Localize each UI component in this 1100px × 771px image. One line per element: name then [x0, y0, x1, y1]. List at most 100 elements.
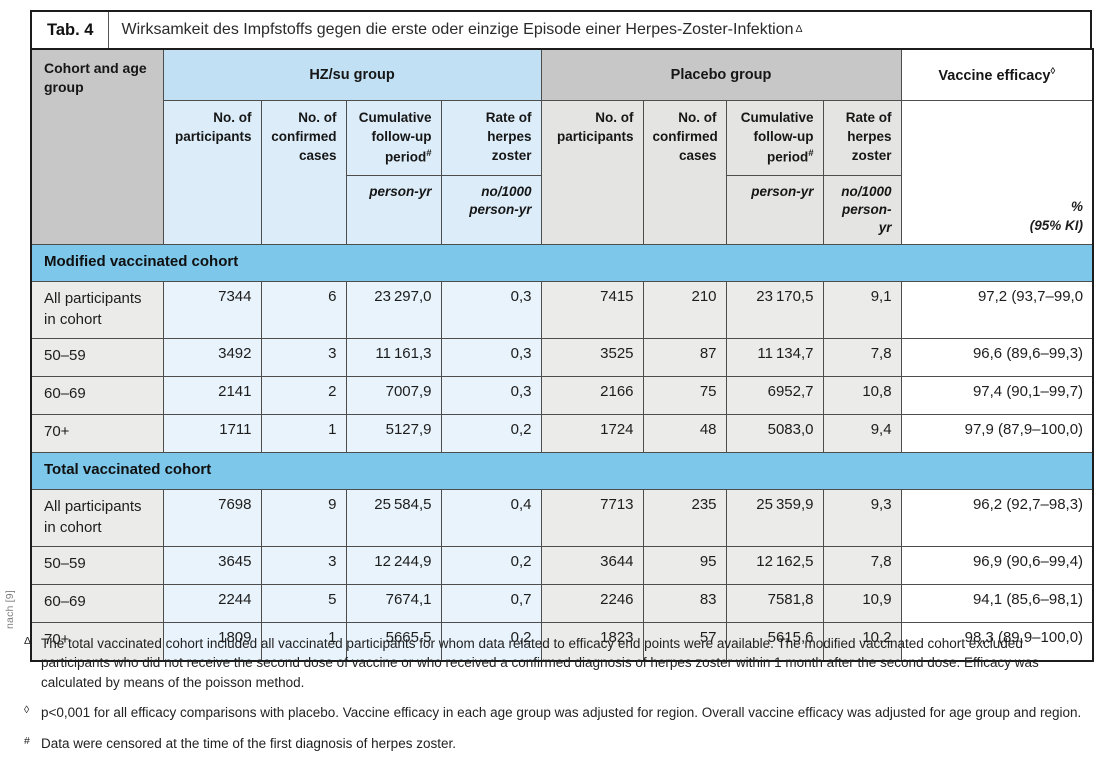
hz-cumulative-text: Cumulative follow-up period — [358, 110, 432, 165]
efficacy-unit-cell: % (95% KI) — [900, 100, 1094, 245]
placebo-rate-text: Rate of herpes zoster — [845, 110, 892, 163]
placebo-group-header: Placebo group — [540, 48, 902, 101]
cell-placebo-rate: 10,9 — [822, 583, 902, 623]
cell-hz-rate: 0,2 — [440, 621, 542, 662]
cell-hz-cumulative: 12 244,9 — [345, 545, 442, 585]
placebo-confirmed-header: No. of confirmed cases — [642, 100, 727, 245]
footnote-text: p<0,001 for all efficacy comparisons wit… — [41, 705, 1082, 721]
placebo-cumulative-label: Cumulative follow-up period# — [736, 109, 814, 167]
placebo-rate-unit: no/1000 person-yr — [822, 175, 902, 245]
table-row: 60–69 2244 5 7674,1 0,7 2246 83 7581,8 1… — [30, 583, 1094, 623]
group-header-row: Cohort and age group HZ/su group Placebo… — [30, 48, 1094, 245]
efficacy-unit-ci: (95% KI) — [1029, 217, 1084, 233]
table-title-text: Wirksamkeit des Impfstoffs gegen die ers… — [121, 21, 794, 38]
table-row: 70+ 1809 1 5665,5 0,2 1823 57 5615,6 10,… — [30, 621, 1094, 662]
cell-hz-participants: 1711 — [162, 413, 262, 453]
cell-hz-confirmed: 1 — [260, 621, 347, 662]
cell-placebo-confirmed: 210 — [642, 280, 727, 339]
hz-group-header: HZ/su group — [162, 48, 542, 101]
efficacy-group-header: Vaccine efficacy◊ — [900, 48, 1094, 101]
cell-placebo-confirmed: 57 — [642, 621, 727, 662]
hz-cumulative-label: Cumulative follow-up period# — [356, 109, 432, 167]
cell-hz-cumulative: 5665,5 — [345, 621, 442, 662]
hz-rate-text: Rate of herpes zoster — [485, 110, 532, 163]
cell-placebo-confirmed: 95 — [642, 545, 727, 585]
cell-hz-rate: 0,3 — [440, 375, 542, 415]
table-title: Wirksamkeit des Impfstoffs gegen die ers… — [109, 12, 814, 48]
placebo-participants-header: No. of participants — [540, 100, 644, 245]
cell-hz-participants: 7344 — [162, 280, 262, 339]
table-number-label: Tab. 4 — [47, 20, 94, 39]
table-title-bar: Tab. 4 Wirksamkeit des Impfstoffs gegen … — [30, 10, 1092, 48]
cell-placebo-rate: 9,1 — [822, 280, 902, 339]
source-citation: nach [9] — [4, 590, 16, 629]
placebo-cumulative-text: Cumulative follow-up period — [740, 110, 814, 165]
placebo-cumulative-header: Cumulative follow-up period# — [725, 100, 824, 176]
cell-placebo-rate: 9,4 — [822, 413, 902, 453]
cell-hz-rate: 0,2 — [440, 413, 542, 453]
cell-efficacy: 97,2 (93,7–99,0 — [900, 280, 1094, 339]
cell-placebo-participants: 2166 — [540, 375, 644, 415]
table-row: 50–59 3645 3 12 244,9 0,2 3644 95 12 162… — [30, 545, 1094, 585]
cell-efficacy: 96,9 (90,6–99,4) — [900, 545, 1094, 585]
cell-hz-participants: 1809 — [162, 621, 262, 662]
cell-hz-cumulative: 7674,1 — [345, 583, 442, 623]
footnote-marker: Δ — [24, 635, 32, 647]
footnote-hash: # Data were censored at the time of the … — [24, 734, 1086, 753]
efficacy-table: Cohort and age group HZ/su group Placebo… — [30, 48, 1095, 662]
cell-placebo-cumulative: 5615,6 — [725, 621, 824, 662]
cell-placebo-participants: 1823 — [540, 621, 644, 662]
cell-placebo-rate: 7,8 — [822, 337, 902, 377]
cell-placebo-cumulative: 11 134,7 — [725, 337, 824, 377]
cell-placebo-rate: 10,2 — [822, 621, 902, 662]
cell-placebo-participants: 2246 — [540, 583, 644, 623]
section-label: Total vaccinated cohort — [30, 451, 1094, 490]
footnotes: Δ The total vaccinated cohort included a… — [24, 634, 1086, 764]
cell-placebo-participants: 7415 — [540, 280, 644, 339]
cell-placebo-confirmed: 75 — [642, 375, 727, 415]
cell-hz-confirmed: 2 — [260, 375, 347, 415]
cell-hz-participants: 7698 — [162, 488, 262, 547]
row-label: 50–59 — [30, 337, 164, 377]
title-footnote-marker: Δ — [795, 23, 803, 35]
cell-hz-cumulative: 25 584,5 — [345, 488, 442, 547]
cell-placebo-cumulative: 12 162,5 — [725, 545, 824, 585]
cell-hz-participants: 2244 — [162, 583, 262, 623]
section-header-total: Total vaccinated cohort — [30, 451, 1094, 490]
placebo-cumulative-marker: # — [808, 147, 814, 159]
cell-hz-rate: 0,4 — [440, 488, 542, 547]
cell-placebo-rate: 9,3 — [822, 488, 902, 547]
corner-header: Cohort and age group — [30, 48, 164, 245]
table-row: 60–69 2141 2 7007,9 0,3 2166 75 6952,7 1… — [30, 375, 1094, 415]
cell-placebo-confirmed: 87 — [642, 337, 727, 377]
cell-hz-confirmed: 3 — [260, 545, 347, 585]
cell-placebo-participants: 1724 — [540, 413, 644, 453]
cell-hz-confirmed: 9 — [260, 488, 347, 547]
cell-efficacy: 98,3 (89,9–100,0) — [900, 621, 1094, 662]
cell-efficacy: 97,9 (87,9–100,0) — [900, 413, 1094, 453]
footnote-lozenge: ◊ p<0,001 for all efficacy comparisons w… — [24, 703, 1086, 722]
row-label: All participants in cohort — [30, 488, 164, 547]
footnote-marker: # — [24, 734, 30, 747]
cell-hz-cumulative: 5127,9 — [345, 413, 442, 453]
hz-rate-unit: no/1000 person-yr — [440, 175, 542, 245]
cell-placebo-cumulative: 6952,7 — [725, 375, 824, 415]
section-label: Modified vaccinated cohort — [30, 243, 1094, 282]
cell-hz-confirmed: 3 — [260, 337, 347, 377]
cell-efficacy: 96,2 (92,7–98,3) — [900, 488, 1094, 547]
cell-placebo-cumulative: 23 170,5 — [725, 280, 824, 339]
table-row: All participants in cohort 7698 9 25 584… — [30, 488, 1094, 547]
cell-hz-confirmed: 6 — [260, 280, 347, 339]
hz-participants-header: No. of participants — [162, 100, 262, 245]
cell-efficacy: 97,4 (90,1–99,7) — [900, 375, 1094, 415]
cell-efficacy: 96,6 (89,6–99,3) — [900, 337, 1094, 377]
footnote-text: Data were censored at the time of the fi… — [41, 735, 456, 751]
title-divider — [108, 12, 110, 48]
row-label: 50–59 — [30, 545, 164, 585]
cell-placebo-confirmed: 83 — [642, 583, 727, 623]
cell-placebo-participants: 7713 — [540, 488, 644, 547]
row-label: All participants in cohort — [30, 280, 164, 339]
column-header-row: No. of participants No. of confirmed cas… — [31, 100, 1094, 245]
footnote-marker: ◊ — [24, 704, 30, 717]
row-label: 60–69 — [30, 583, 164, 623]
